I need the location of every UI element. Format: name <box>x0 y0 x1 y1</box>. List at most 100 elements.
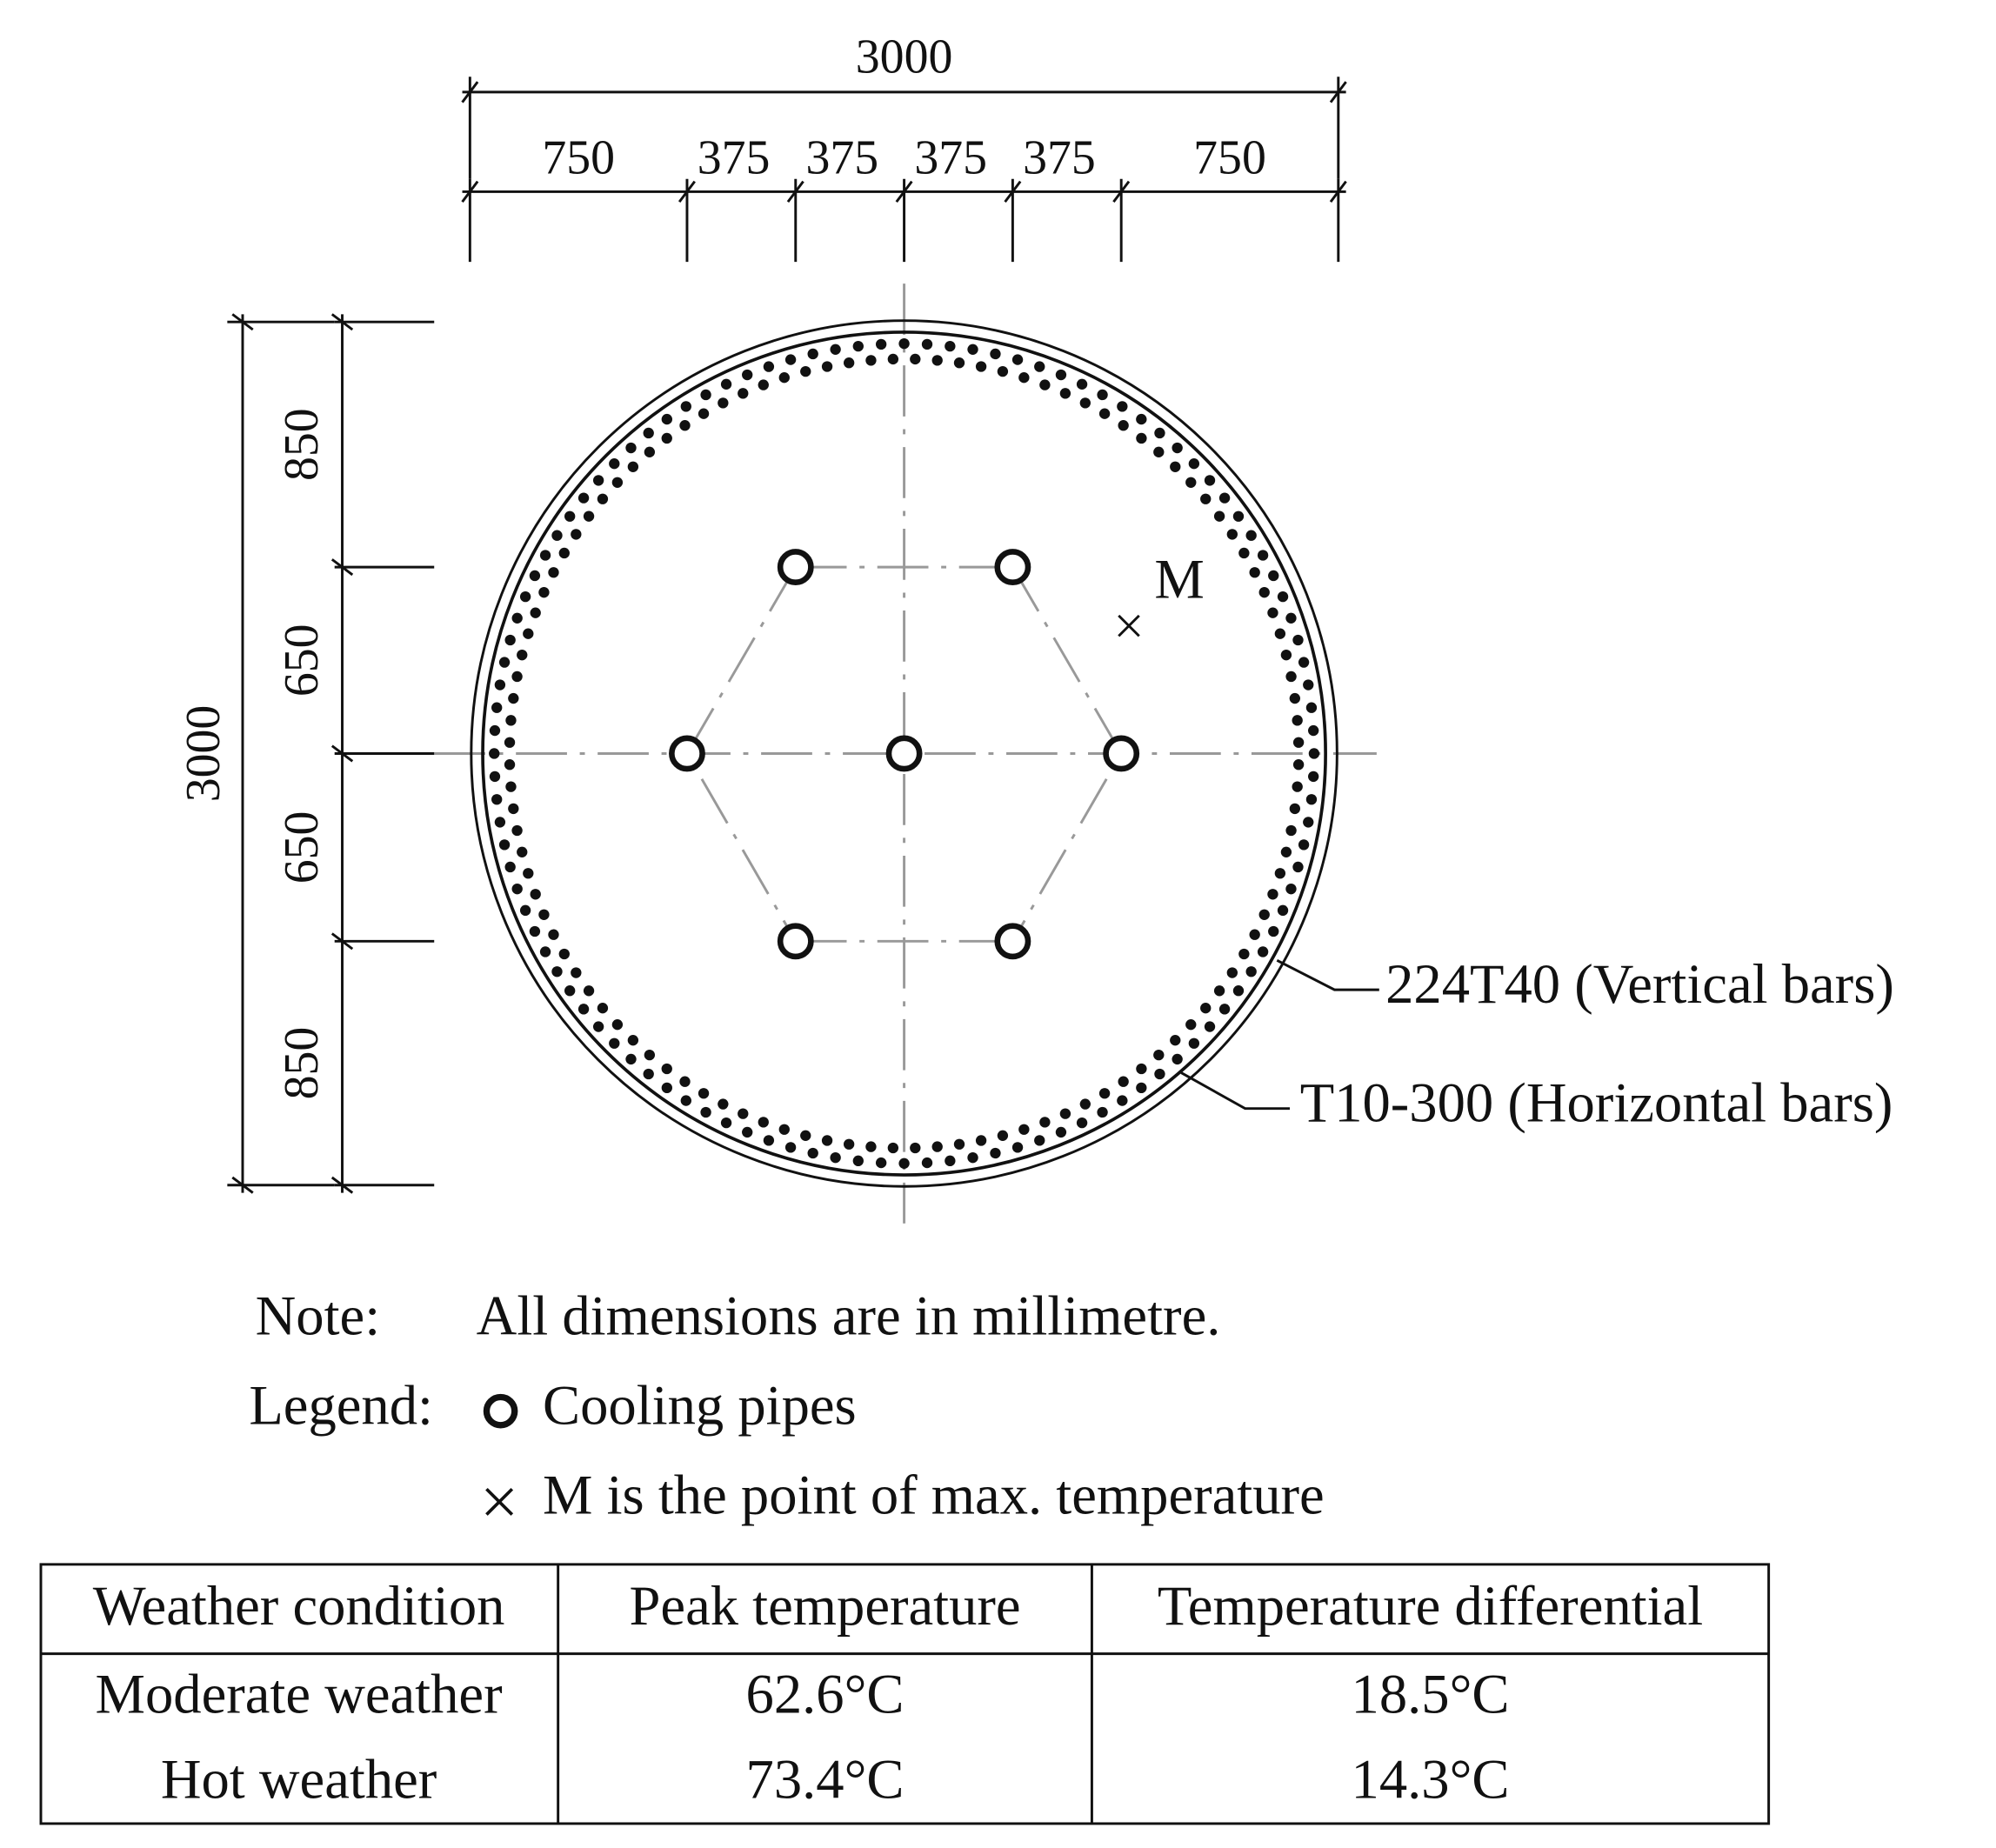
legend-item: Cooling pipes <box>543 1373 857 1436</box>
rebar-dot <box>1188 1037 1200 1049</box>
rebar-dot <box>558 547 570 559</box>
leader-lines <box>1180 959 1379 1111</box>
rebar-dot <box>1204 475 1216 486</box>
rebar-dot <box>517 846 528 857</box>
rebar-dot <box>1097 389 1108 401</box>
rebar-dot <box>967 344 978 355</box>
rebar-dot <box>1277 590 1289 603</box>
rebar-dot <box>583 510 595 522</box>
rebar-dot <box>997 1130 1009 1141</box>
dimension-label: 750 <box>542 130 615 184</box>
rebar-dot <box>571 529 582 540</box>
table-cell: Hot weather <box>161 1748 437 1811</box>
rebar-dot <box>1117 401 1128 412</box>
rebar-dot <box>875 338 887 350</box>
rebar-dot <box>539 946 551 957</box>
rebar-dot <box>611 1019 624 1031</box>
table-cell: 14.3°C <box>1352 1748 1510 1811</box>
rebar-dot <box>661 1082 672 1094</box>
legend-max-icon <box>485 1487 514 1516</box>
rebar-dot <box>1285 670 1297 683</box>
rebar-dot <box>910 353 921 365</box>
rebar-dot <box>1292 634 1304 646</box>
rebar-dot <box>504 861 516 873</box>
rebar-dot <box>921 1157 933 1169</box>
rebar-dot <box>577 492 590 504</box>
rebar-dot <box>800 1130 811 1141</box>
rebar-dot <box>1118 1076 1129 1087</box>
dimension-tick <box>330 558 354 577</box>
rebar-dot <box>1154 1068 1165 1080</box>
rebar-dot <box>597 1003 609 1014</box>
legend-item: M is the point of max. temperature <box>543 1463 1325 1525</box>
rebar-dot <box>931 355 943 366</box>
rebar-dot <box>1170 461 1181 472</box>
rebar-dot <box>644 1049 656 1061</box>
rebar-dot <box>1097 1106 1108 1118</box>
rebar-dot <box>583 985 595 997</box>
rebar-dot <box>1303 817 1314 828</box>
rebar-dot <box>843 1138 855 1150</box>
rebar-dot <box>1034 1135 1045 1146</box>
rebar-dot <box>643 1068 654 1080</box>
rebar-dot <box>742 1126 753 1138</box>
rebar-dot <box>489 724 501 737</box>
rebar-dot <box>577 1004 590 1015</box>
rebar-dot <box>1185 1019 1197 1031</box>
rebar-dot <box>1289 803 1301 815</box>
rebar-dot <box>661 432 672 444</box>
note-text: All dimensions are in millimetre. <box>477 1284 1221 1347</box>
rebar-dot <box>1079 1098 1091 1110</box>
rebar-dot <box>698 408 710 419</box>
rebar-dot <box>489 771 501 783</box>
rebar-dot <box>511 883 523 895</box>
rebar-dot <box>1285 612 1297 624</box>
rebar-dot <box>494 679 506 690</box>
table-header: Peak temperature <box>629 1574 1020 1637</box>
rebar-dot <box>1079 397 1091 409</box>
rebar-dot <box>679 1076 691 1087</box>
table-header: Weather condition <box>93 1574 505 1637</box>
rebar-dot <box>1305 702 1318 713</box>
rebar-dot <box>1034 361 1045 372</box>
rebar-dot <box>1213 510 1225 522</box>
rebar-dot <box>1153 1049 1165 1061</box>
rebar-dot <box>491 794 503 805</box>
rebar-dot <box>1277 904 1289 917</box>
table-cell: 73.4°C <box>746 1748 905 1811</box>
rebar-dot <box>519 590 531 603</box>
rebar-dot <box>505 715 517 726</box>
rebar-dot <box>921 338 933 350</box>
rebar-dot <box>997 365 1009 377</box>
rebar-dot <box>489 748 500 759</box>
max-point-mark <box>1118 614 1140 637</box>
rebar-dot <box>1226 967 1238 978</box>
rebar-dot <box>698 1088 710 1099</box>
rebar-dot <box>763 361 775 372</box>
rebar-dot <box>718 397 729 409</box>
rebar-dot <box>511 824 523 837</box>
rebar-dot <box>1059 388 1071 399</box>
rebar-dot <box>504 737 516 748</box>
rebar-dot <box>508 692 519 704</box>
rebar-dot <box>1292 737 1305 748</box>
rebar-dot <box>830 1151 841 1164</box>
rebar-dot <box>530 889 541 900</box>
rebar-dot <box>643 427 654 439</box>
rebar-dot <box>661 1063 672 1075</box>
rebar-dot <box>763 1135 775 1146</box>
rebar-dot <box>1308 771 1319 783</box>
rebar-dot <box>529 570 541 582</box>
rebar-dot <box>1249 929 1260 940</box>
rebar-dot <box>609 458 620 470</box>
dimension-tick <box>1329 81 1347 103</box>
rebar-dot <box>592 1021 604 1032</box>
cooling-pipe <box>994 549 1031 586</box>
dimension-tick <box>231 313 254 331</box>
rebar-dot <box>821 1135 833 1146</box>
rebar-dot <box>519 904 531 917</box>
cooling-pipe <box>994 923 1031 960</box>
dimension-label: 375 <box>806 130 879 184</box>
rebar-dot <box>1298 657 1310 668</box>
